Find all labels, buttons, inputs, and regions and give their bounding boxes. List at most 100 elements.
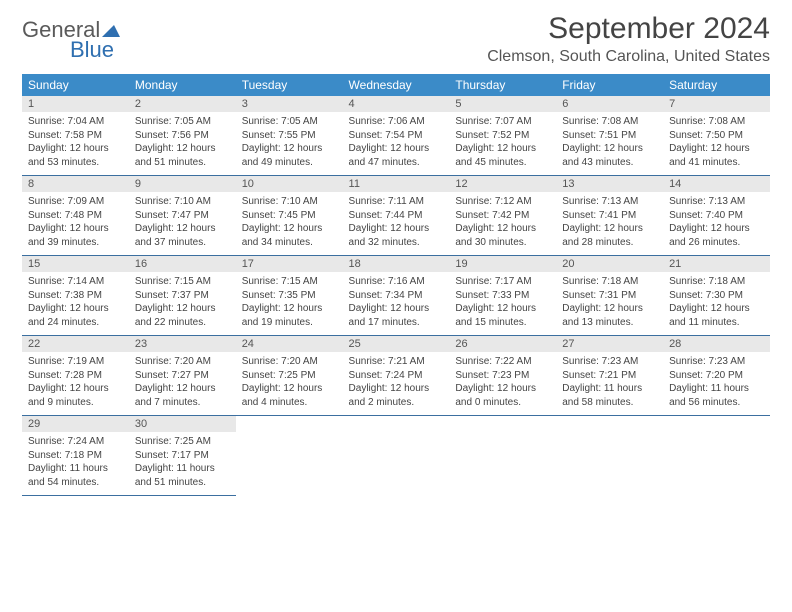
calendar-table: SundayMondayTuesdayWednesdayThursdayFrid… [22,74,770,496]
day-data: Sunrise: 7:19 AMSunset: 7:28 PMDaylight:… [22,352,129,415]
day-data: Sunrise: 7:13 AMSunset: 7:41 PMDaylight:… [556,192,663,255]
day-cell: 19Sunrise: 7:17 AMSunset: 7:33 PMDayligh… [449,256,556,336]
day-cell: 17Sunrise: 7:15 AMSunset: 7:35 PMDayligh… [236,256,343,336]
day-data: Sunrise: 7:25 AMSunset: 7:17 PMDaylight:… [129,432,236,495]
day-cell: 9Sunrise: 7:10 AMSunset: 7:47 PMDaylight… [129,176,236,256]
day-data: Sunrise: 7:23 AMSunset: 7:21 PMDaylight:… [556,352,663,415]
day-cell: 7Sunrise: 7:08 AMSunset: 7:50 PMDaylight… [663,96,770,176]
day-number: 11 [343,176,450,192]
day-data: Sunrise: 7:23 AMSunset: 7:20 PMDaylight:… [663,352,770,415]
day-number: 27 [556,336,663,352]
day-number: 5 [449,96,556,112]
day-data: Sunrise: 7:24 AMSunset: 7:18 PMDaylight:… [22,432,129,495]
day-cell: 25Sunrise: 7:21 AMSunset: 7:24 PMDayligh… [343,336,450,416]
day-number: 13 [556,176,663,192]
day-data: Sunrise: 7:08 AMSunset: 7:51 PMDaylight:… [556,112,663,175]
day-cell: 28Sunrise: 7:23 AMSunset: 7:20 PMDayligh… [663,336,770,416]
day-cell: 11Sunrise: 7:11 AMSunset: 7:44 PMDayligh… [343,176,450,256]
header: General Blue September 2024 Clemson, Sou… [22,12,770,66]
day-data: Sunrise: 7:08 AMSunset: 7:50 PMDaylight:… [663,112,770,175]
day-number: 16 [129,256,236,272]
day-number: 30 [129,416,236,432]
day-number: 6 [556,96,663,112]
weekday-header-row: SundayMondayTuesdayWednesdayThursdayFrid… [22,74,770,96]
day-cell: 20Sunrise: 7:18 AMSunset: 7:31 PMDayligh… [556,256,663,336]
day-data: Sunrise: 7:18 AMSunset: 7:30 PMDaylight:… [663,272,770,335]
day-number: 26 [449,336,556,352]
day-number: 14 [663,176,770,192]
day-data: Sunrise: 7:05 AMSunset: 7:56 PMDaylight:… [129,112,236,175]
day-number: 19 [449,256,556,272]
day-data: Sunrise: 7:21 AMSunset: 7:24 PMDaylight:… [343,352,450,415]
weekday-header: Wednesday [343,74,450,96]
day-cell: 3Sunrise: 7:05 AMSunset: 7:55 PMDaylight… [236,96,343,176]
day-cell: 2Sunrise: 7:05 AMSunset: 7:56 PMDaylight… [129,96,236,176]
day-cell: 22Sunrise: 7:19 AMSunset: 7:28 PMDayligh… [22,336,129,416]
weekday-header: Saturday [663,74,770,96]
day-number: 15 [22,256,129,272]
day-cell [449,416,556,496]
day-cell [663,416,770,496]
title-block: September 2024 Clemson, South Carolina, … [487,12,770,66]
day-cell: 24Sunrise: 7:20 AMSunset: 7:25 PMDayligh… [236,336,343,416]
day-cell: 8Sunrise: 7:09 AMSunset: 7:48 PMDaylight… [22,176,129,256]
day-cell: 13Sunrise: 7:13 AMSunset: 7:41 PMDayligh… [556,176,663,256]
weekday-header: Monday [129,74,236,96]
day-number: 21 [663,256,770,272]
day-data: Sunrise: 7:10 AMSunset: 7:47 PMDaylight:… [129,192,236,255]
day-data: Sunrise: 7:22 AMSunset: 7:23 PMDaylight:… [449,352,556,415]
day-number: 8 [22,176,129,192]
day-data: Sunrise: 7:20 AMSunset: 7:25 PMDaylight:… [236,352,343,415]
month-title: September 2024 [487,12,770,46]
day-number: 28 [663,336,770,352]
weekday-header: Friday [556,74,663,96]
day-number: 9 [129,176,236,192]
day-cell: 14Sunrise: 7:13 AMSunset: 7:40 PMDayligh… [663,176,770,256]
week-row: 22Sunrise: 7:19 AMSunset: 7:28 PMDayligh… [22,336,770,416]
day-data: Sunrise: 7:15 AMSunset: 7:35 PMDaylight:… [236,272,343,335]
day-cell: 27Sunrise: 7:23 AMSunset: 7:21 PMDayligh… [556,336,663,416]
day-number: 7 [663,96,770,112]
day-data: Sunrise: 7:17 AMSunset: 7:33 PMDaylight:… [449,272,556,335]
week-row: 29Sunrise: 7:24 AMSunset: 7:18 PMDayligh… [22,416,770,496]
day-cell: 18Sunrise: 7:16 AMSunset: 7:34 PMDayligh… [343,256,450,336]
day-cell [343,416,450,496]
day-number: 22 [22,336,129,352]
day-cell: 29Sunrise: 7:24 AMSunset: 7:18 PMDayligh… [22,416,129,496]
day-data: Sunrise: 7:05 AMSunset: 7:55 PMDaylight:… [236,112,343,175]
day-cell: 16Sunrise: 7:15 AMSunset: 7:37 PMDayligh… [129,256,236,336]
day-cell: 10Sunrise: 7:10 AMSunset: 7:45 PMDayligh… [236,176,343,256]
logo: General Blue [22,20,120,60]
day-cell: 6Sunrise: 7:08 AMSunset: 7:51 PMDaylight… [556,96,663,176]
day-number: 29 [22,416,129,432]
day-cell: 15Sunrise: 7:14 AMSunset: 7:38 PMDayligh… [22,256,129,336]
day-number: 10 [236,176,343,192]
day-data: Sunrise: 7:06 AMSunset: 7:54 PMDaylight:… [343,112,450,175]
logo-text: General Blue [22,20,120,60]
day-cell: 1Sunrise: 7:04 AMSunset: 7:58 PMDaylight… [22,96,129,176]
day-data: Sunrise: 7:09 AMSunset: 7:48 PMDaylight:… [22,192,129,255]
day-number: 18 [343,256,450,272]
day-data: Sunrise: 7:18 AMSunset: 7:31 PMDaylight:… [556,272,663,335]
day-data: Sunrise: 7:12 AMSunset: 7:42 PMDaylight:… [449,192,556,255]
day-cell: 26Sunrise: 7:22 AMSunset: 7:23 PMDayligh… [449,336,556,416]
day-cell: 4Sunrise: 7:06 AMSunset: 7:54 PMDaylight… [343,96,450,176]
day-data: Sunrise: 7:11 AMSunset: 7:44 PMDaylight:… [343,192,450,255]
location: Clemson, South Carolina, United States [487,48,770,66]
day-cell [556,416,663,496]
day-cell [236,416,343,496]
weekday-header: Sunday [22,74,129,96]
day-cell: 21Sunrise: 7:18 AMSunset: 7:30 PMDayligh… [663,256,770,336]
day-cell: 5Sunrise: 7:07 AMSunset: 7:52 PMDaylight… [449,96,556,176]
day-cell: 12Sunrise: 7:12 AMSunset: 7:42 PMDayligh… [449,176,556,256]
day-cell: 30Sunrise: 7:25 AMSunset: 7:17 PMDayligh… [129,416,236,496]
day-cell: 23Sunrise: 7:20 AMSunset: 7:27 PMDayligh… [129,336,236,416]
week-row: 1Sunrise: 7:04 AMSunset: 7:58 PMDaylight… [22,96,770,176]
day-number: 12 [449,176,556,192]
weekday-header: Tuesday [236,74,343,96]
day-number: 17 [236,256,343,272]
day-data: Sunrise: 7:20 AMSunset: 7:27 PMDaylight:… [129,352,236,415]
day-data: Sunrise: 7:16 AMSunset: 7:34 PMDaylight:… [343,272,450,335]
day-data: Sunrise: 7:13 AMSunset: 7:40 PMDaylight:… [663,192,770,255]
day-number: 23 [129,336,236,352]
